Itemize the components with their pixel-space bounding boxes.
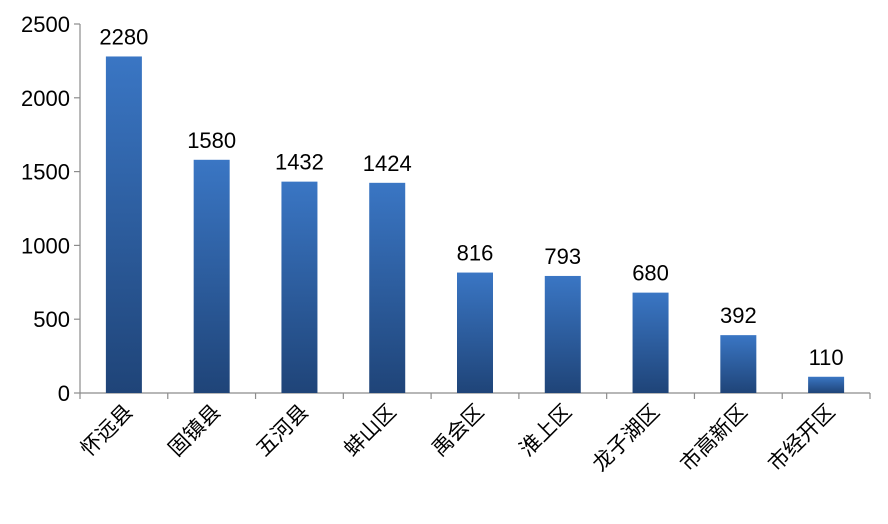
y-tick-label: 1000 — [21, 233, 70, 258]
bar-value-label: 816 — [457, 241, 494, 266]
bar-value-label: 392 — [720, 303, 757, 328]
bar — [105, 56, 142, 394]
x-category-label: 市经开区 — [763, 400, 839, 476]
bar — [720, 335, 757, 393]
y-tick-label: 2500 — [21, 12, 70, 37]
x-category-label: 怀远县 — [76, 400, 138, 462]
bar-value-label: 1580 — [187, 128, 236, 153]
bar-value-label: 680 — [632, 261, 669, 286]
bar — [457, 272, 493, 393]
bar-value-label: 1432 — [275, 150, 324, 175]
bar-value-label: 2280 — [99, 24, 148, 49]
bar — [193, 159, 230, 393]
bar — [808, 376, 845, 393]
data-labels: 2280 1580 1432 1424 816 793 680 392 110 — [99, 24, 843, 369]
category-labels: 怀远县 固镇县 五河县 蚌山区 禹会区 淮上区 龙子湖区 市高新区 市经开区 — [76, 400, 840, 476]
y-tick-label: 2000 — [21, 86, 70, 111]
bar — [281, 181, 318, 393]
bar — [369, 182, 406, 393]
y-tick-label: 500 — [33, 307, 70, 332]
x-axis — [79, 392, 871, 399]
x-category-label: 五河县 — [251, 400, 313, 462]
x-category-label: 淮上区 — [515, 400, 577, 462]
bar-value-label: 1424 — [363, 151, 412, 176]
y-tick-label: 0 — [58, 381, 70, 406]
bar — [632, 292, 669, 393]
y-axis: 0 500 1000 1500 2000 2500 — [21, 12, 81, 406]
bar-value-label: 793 — [544, 244, 581, 269]
x-category-label: 市高新区 — [676, 400, 752, 476]
bars — [105, 56, 845, 394]
x-category-label: 固镇县 — [164, 400, 226, 462]
x-category-label: 禹会区 — [427, 400, 489, 462]
y-tick-label: 1500 — [21, 160, 70, 185]
x-category-label: 蚌山区 — [339, 400, 401, 462]
x-category-label: 龙子湖区 — [588, 400, 664, 476]
bar — [544, 275, 581, 393]
bar-value-label: 110 — [809, 345, 844, 370]
